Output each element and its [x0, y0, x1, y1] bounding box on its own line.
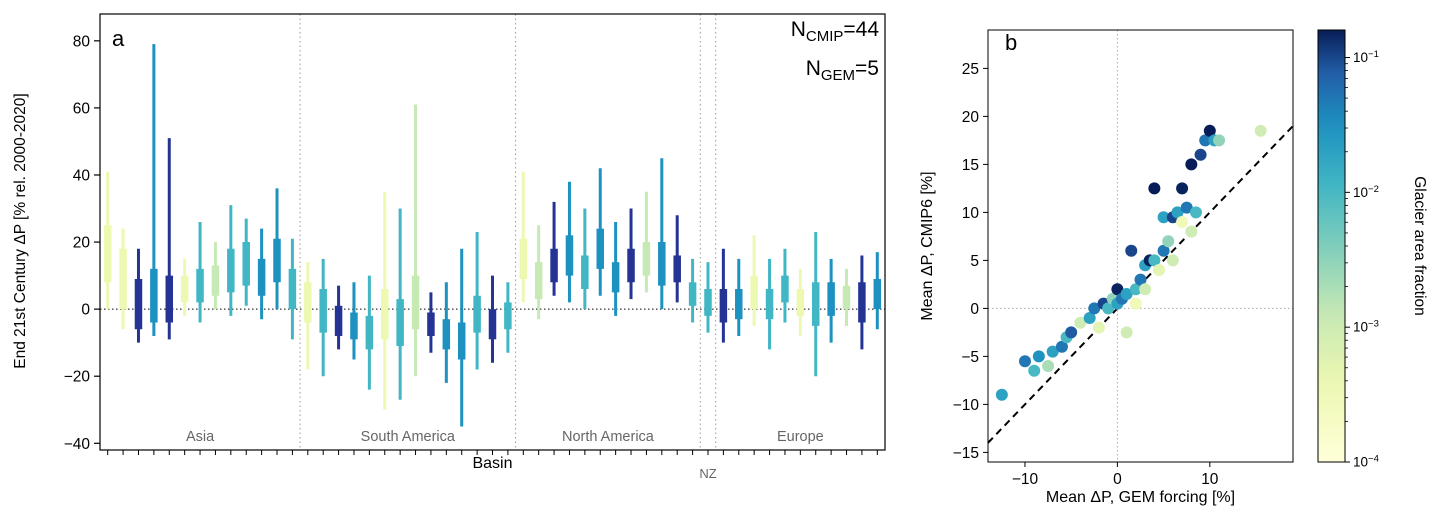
scatter-point: [1185, 225, 1198, 238]
x-tick-label: 0: [1113, 471, 1122, 488]
colorbar-tick-label: 10−3: [1353, 319, 1379, 335]
y-tick-label: 10: [962, 205, 980, 222]
scatter-point: [1157, 211, 1170, 224]
region-label: North America: [562, 429, 655, 445]
panel-a-label: a: [112, 26, 125, 51]
scatter-point: [1148, 254, 1161, 267]
scatter-point: [1065, 326, 1078, 339]
panel-a-y-axis-label: End 21st Century ΔP [% rel. 2000-2020]: [12, 93, 29, 369]
scatter-point: [1120, 288, 1133, 300]
region-label: South America: [361, 429, 456, 445]
scatter-point: [1042, 360, 1055, 372]
y-tick-label: −10: [953, 397, 980, 414]
panel-b-x-axis-label: Mean ΔP, GEM forcing [%]: [1045, 489, 1236, 506]
scatter-point: [1028, 364, 1041, 377]
colorbar-tick-label: 10−1: [1353, 49, 1379, 65]
colorbar-tick-label: 10−2: [1353, 184, 1379, 200]
scatter-point: [1092, 321, 1105, 334]
y-tick-label: −15: [953, 445, 979, 462]
panel-b-label: b: [1005, 30, 1018, 55]
y-tick-label: 5: [970, 253, 979, 270]
basin-range-chart: Asia South America North America NZ Europe −4…: [64, 13, 886, 481]
colorbar-label: Glacier area fraction: [1411, 176, 1428, 316]
scatter-point: [1176, 182, 1189, 195]
scatter-point: [1129, 283, 1142, 296]
y-tick-label: 20: [962, 109, 980, 126]
y-tick-label: −5: [961, 349, 979, 366]
scatter-point: [1125, 244, 1138, 257]
scatter-point: [1134, 273, 1147, 286]
scatter-point: [1176, 216, 1189, 228]
scatter-point: [1139, 283, 1152, 296]
y-tick-label: −20: [64, 369, 91, 386]
y-tick-label: 15: [962, 157, 979, 174]
scatter-point: [1213, 134, 1226, 147]
scatter-point: [1180, 201, 1193, 214]
scatter-point: [1148, 182, 1161, 195]
panel-b-frame: [987, 29, 1294, 463]
panel-a-frame: [99, 13, 886, 451]
scatter-point: [1074, 316, 1087, 329]
scatter-point: [1185, 158, 1198, 171]
x-tick-label: −10: [1012, 471, 1039, 488]
scatter-point: [1055, 340, 1068, 353]
region-label: Europe: [777, 429, 824, 445]
scatter-point: [1088, 302, 1101, 315]
y-tick-label: 0: [970, 301, 979, 318]
n-gem-annotation: NGEM=5: [805, 57, 879, 85]
panel-b-y-axis-label: Mean ΔP, CMIP6 [%]: [919, 171, 936, 321]
region-label: NZ: [699, 466, 716, 481]
scatter-point: [1194, 148, 1207, 161]
scatter-point: [1083, 312, 1096, 324]
n-cmip-prefix: N: [790, 18, 806, 41]
y-tick-label: 60: [73, 100, 91, 117]
scatter-point: [1152, 264, 1165, 276]
scatter-point: [1199, 134, 1212, 147]
scatter-point: [1046, 345, 1059, 358]
scatter-point: [1203, 124, 1216, 137]
scatter-point: [1032, 350, 1045, 363]
scatter-point: [1254, 124, 1267, 137]
scatter-point: [1162, 235, 1175, 248]
region-label: Asia: [186, 429, 215, 445]
colorbar-tick-label: 10−4: [1353, 454, 1379, 470]
scatter-point: [1018, 355, 1031, 368]
n-cmip-annotation: NCMIP=44: [790, 18, 879, 46]
y-tick-label: 40: [73, 167, 91, 184]
y-tick-label: 20: [73, 235, 91, 252]
panel-b: −10 0 10 −15 −10 −5 0 5 10 15 20 25 10−1 10−2 10−3 10−4…: [905, 0, 1444, 524]
scatter-point: [1120, 326, 1133, 339]
scatter-point: [1157, 244, 1170, 257]
panel-a-x-axis-label: Basin: [472, 455, 513, 472]
scatter-point: [1111, 283, 1124, 296]
scatter-point: [1166, 254, 1179, 267]
y-tick-label: 25: [962, 61, 979, 78]
scatter-point: [1129, 297, 1142, 310]
scatter-point: [995, 388, 1008, 401]
y-tick-label: 80: [73, 33, 91, 50]
scatter-point: [1102, 302, 1115, 315]
scatter-chart: −10 0 10 −15 −10 −5 0 5 10 15 20 25 10−1 10−2 10−3 10−4: [953, 29, 1379, 488]
scatter-point: [1171, 206, 1184, 219]
y-tick-label: −40: [64, 436, 91, 453]
colorbar: [1317, 29, 1346, 463]
y-tick-label: 0: [81, 302, 90, 319]
n-gem-sub: GEM: [820, 67, 856, 85]
scatter-point: [1189, 206, 1202, 219]
n-gem-value: =5: [855, 57, 879, 80]
panel-a: Asia South America North America NZ Europe −4…: [12, 13, 886, 481]
n-gem-prefix: N: [805, 57, 821, 80]
n-cmip-value: =44: [843, 18, 879, 41]
x-tick-label: 10: [1201, 471, 1219, 488]
n-cmip-sub: CMIP: [805, 28, 844, 46]
